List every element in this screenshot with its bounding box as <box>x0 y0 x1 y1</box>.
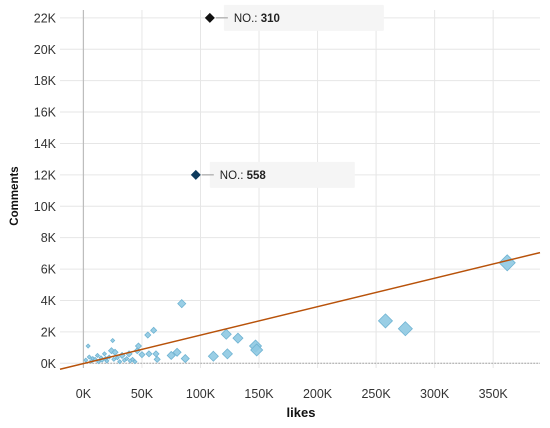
data-point <box>177 299 187 309</box>
y-tick-label: 18K <box>34 74 57 88</box>
annotation-marker <box>190 169 201 180</box>
data-point <box>397 321 413 337</box>
data-points <box>83 254 516 365</box>
data-point <box>145 350 153 358</box>
trendline <box>59 251 541 370</box>
data-point <box>498 254 516 272</box>
y-axis-label: Comments <box>9 166 21 225</box>
data-point <box>114 355 120 361</box>
data-point <box>85 343 91 349</box>
y-tick-label: 4K <box>41 294 57 308</box>
y-tick-label: 22K <box>34 11 57 25</box>
x-tick-label: 100K <box>186 387 216 401</box>
trend-line <box>59 251 541 370</box>
x-tick-label: 50K <box>131 387 154 401</box>
data-point <box>220 328 232 340</box>
data-point <box>94 352 101 359</box>
data-point <box>150 326 158 334</box>
y-tick-label: 8K <box>41 231 57 245</box>
data-point <box>124 356 130 362</box>
data-point <box>377 313 394 329</box>
data-point <box>221 348 233 360</box>
annotation-value: 558 <box>247 170 267 182</box>
y-tick-label: 12K <box>34 168 57 182</box>
data-point <box>207 350 219 362</box>
data-point <box>250 343 264 357</box>
y-tick-label: 14K <box>34 137 57 151</box>
x-tick-label: 350K <box>479 387 509 401</box>
y-tick-label: 2K <box>41 325 57 339</box>
data-point <box>138 351 146 359</box>
x-tick-label: 250K <box>361 387 391 401</box>
data-point <box>166 350 176 361</box>
data-point <box>111 356 117 362</box>
data-point <box>101 351 108 357</box>
annotation-label: NO.: 310 <box>234 13 280 25</box>
zero-lines <box>82 10 540 368</box>
data-point <box>172 347 182 357</box>
x-tick-labels: 0K 50K 100K 150K 200K 250K 300K 350K <box>76 387 509 401</box>
data-point <box>134 342 143 350</box>
data-point <box>152 350 160 358</box>
y-tick-label: 20K <box>34 43 57 57</box>
y-tick-label: 10K <box>34 200 57 214</box>
annotation-marker <box>204 12 215 23</box>
data-point <box>130 356 136 362</box>
data-point <box>117 359 123 365</box>
data-point <box>144 331 152 339</box>
annotation-label: NO.: 558 <box>220 170 267 182</box>
data-point <box>180 354 190 364</box>
data-point <box>86 354 92 360</box>
data-point <box>132 359 138 365</box>
x-tick-label: 300K <box>420 387 450 401</box>
grid <box>60 10 540 368</box>
y-tick-label: 16K <box>34 106 57 120</box>
annotation-value: 310 <box>261 13 280 25</box>
data-point <box>153 355 161 363</box>
data-point <box>104 358 110 364</box>
y-tick-labels: 0K 2K 4K 6K 8K 10K 12K 14K 16K 18K 20K 22K <box>34 11 57 370</box>
x-tick-label: 150K <box>244 387 274 401</box>
annotation-prefix: NO.: <box>234 13 261 25</box>
annotation-310: NO.: 310 <box>204 4 384 31</box>
y-tick-label: 0K <box>41 357 57 371</box>
data-point <box>110 337 116 344</box>
x-tick-label: 200K <box>303 387 333 401</box>
annotation-prefix: NO.: <box>220 170 247 182</box>
y-tick-label: 6K <box>41 263 57 277</box>
data-point <box>83 357 89 363</box>
annotation-box <box>209 161 355 188</box>
data-point <box>232 332 244 344</box>
x-tick-label: 0K <box>76 387 92 401</box>
x-axis-label: likes <box>287 405 316 420</box>
annotation-558: NO.: 558 <box>190 161 355 188</box>
annotation-box <box>223 4 384 31</box>
